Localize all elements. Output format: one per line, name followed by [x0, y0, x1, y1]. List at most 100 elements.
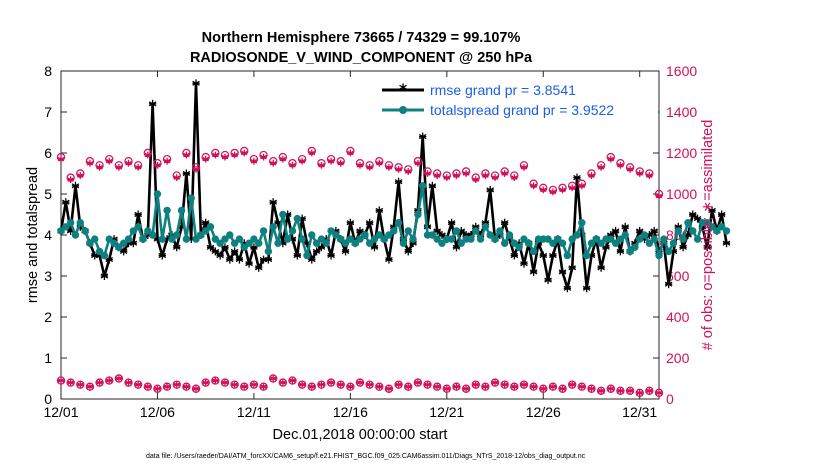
- series-5-point: [202, 379, 209, 386]
- series-0-point: [602, 243, 610, 252]
- series-3-point: [356, 161, 364, 169]
- series-1-point: [303, 251, 311, 260]
- series-5-point: [86, 383, 94, 391]
- series-1-point: [264, 247, 273, 256]
- series-1-point: [722, 227, 731, 235]
- series-1-point: [274, 239, 282, 247]
- series-1-point: [375, 231, 383, 239]
- series-0-point: [71, 181, 80, 190]
- series-5-point: [298, 381, 306, 389]
- x-tick-label: 12/11: [237, 404, 271, 420]
- series-0-point: [510, 251, 519, 260]
- series-3-point: [511, 174, 518, 181]
- footnote: data file: /Users/raeder/DAI/ATM_forcXX/…: [146, 453, 586, 460]
- series-1-point: [283, 235, 292, 243]
- series-1-point: [293, 214, 302, 223]
- chart-subtitle: RADIOSONDE_V_WIND_COMPONENT @ 250 hPa: [190, 50, 533, 66]
- series-4-point: [346, 382, 355, 391]
- series-1-point: [211, 235, 220, 243]
- series-4-point: [114, 374, 124, 383]
- series-1-point: [689, 227, 697, 235]
- series-0-point: [573, 173, 581, 182]
- series-4-point: [577, 382, 587, 391]
- series-0-point: [206, 243, 215, 252]
- series-0-point: [254, 263, 263, 272]
- series-1-point: [472, 227, 480, 235]
- series-4-point: [481, 382, 490, 391]
- series-1-point: [279, 210, 287, 219]
- series-1-point: [467, 235, 475, 243]
- series-0-point: [119, 247, 128, 256]
- series-5-point: [173, 381, 181, 389]
- series-1-point: [206, 223, 215, 231]
- y-right-tick-label: 200: [666, 350, 690, 366]
- series-4-point: [384, 384, 394, 393]
- series-4-point: [143, 382, 153, 391]
- series-3-point: [395, 166, 402, 173]
- series-1-point: [298, 235, 306, 243]
- series-0-point: [148, 99, 157, 108]
- series-3-point: [67, 176, 74, 184]
- series-4-point: [548, 382, 558, 391]
- series-1-point: [481, 223, 490, 231]
- series-5-point: [269, 375, 277, 382]
- series-4-point: [365, 380, 374, 389]
- series-5-point: [115, 375, 123, 382]
- series-1-point: [163, 206, 171, 215]
- series-1-point: [385, 231, 393, 239]
- series-1-point: [173, 231, 181, 239]
- series-3-point: [530, 182, 537, 190]
- series-3-point: [501, 170, 508, 177]
- series-0-point: [307, 255, 316, 264]
- series-4-point: [220, 378, 230, 387]
- series-0-point: [500, 218, 509, 227]
- y-right-tick-label: 600: [666, 268, 690, 284]
- series-1-point: [597, 239, 605, 247]
- series-5-point: [212, 377, 219, 384]
- y-axis-left: 0 1 2 3 4 5 6 7 8: [44, 63, 67, 407]
- series-1-point: [645, 239, 654, 247]
- series-3-point: [173, 174, 181, 181]
- series-5-point: [192, 385, 200, 393]
- series-3-point: [96, 163, 103, 171]
- x-tick-label: 12/26: [526, 404, 561, 420]
- series-0-point: [226, 255, 234, 264]
- series-3-point: [549, 188, 557, 196]
- series-1-point: [669, 239, 678, 247]
- series-4-point: [442, 384, 452, 393]
- series-1-point: [505, 231, 514, 239]
- series-1-point: [587, 239, 596, 247]
- series-0-point: [650, 226, 658, 235]
- series-1-point: [139, 235, 147, 243]
- series-0-point: [563, 284, 572, 293]
- series-4-point: [625, 386, 635, 395]
- series-1-point: [91, 235, 99, 243]
- y-axis-left-label: rmse and totalspread: [25, 167, 41, 303]
- series-1-point: [192, 235, 200, 243]
- series-5-point: [318, 381, 325, 389]
- y-right-tick-label: 400: [666, 309, 690, 325]
- series-3-point: [231, 151, 238, 159]
- series-1-point: [168, 235, 176, 243]
- series-1-point: [607, 235, 615, 243]
- series-0-point: [293, 251, 302, 260]
- series-4-point: [519, 380, 529, 389]
- series-5-point: [67, 379, 74, 386]
- series-3-point: [183, 151, 190, 159]
- series-5-point: [588, 385, 595, 393]
- series-0-point: [264, 255, 273, 264]
- series-1-point: [674, 227, 682, 235]
- series-5-point: [511, 383, 518, 391]
- series-0-point: [129, 239, 138, 248]
- legend: * rmse grand pr = 3.8541 totalspread gra…: [376, 80, 658, 122]
- series-3-point: [250, 157, 258, 165]
- series-4-point: [133, 380, 143, 389]
- series-4-point: [317, 380, 326, 389]
- series-5-point: [221, 379, 229, 386]
- series-3-point: [404, 168, 412, 175]
- series-4-point: [191, 384, 201, 393]
- series-4-point: [394, 380, 403, 389]
- series-4-point: [240, 382, 249, 391]
- series-3-point: [655, 192, 663, 200]
- legend-label-spread: totalspread grand pr = 3.9522: [430, 102, 614, 118]
